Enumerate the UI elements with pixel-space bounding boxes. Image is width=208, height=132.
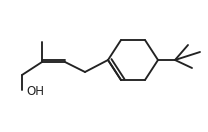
Text: OH: OH (26, 85, 44, 98)
